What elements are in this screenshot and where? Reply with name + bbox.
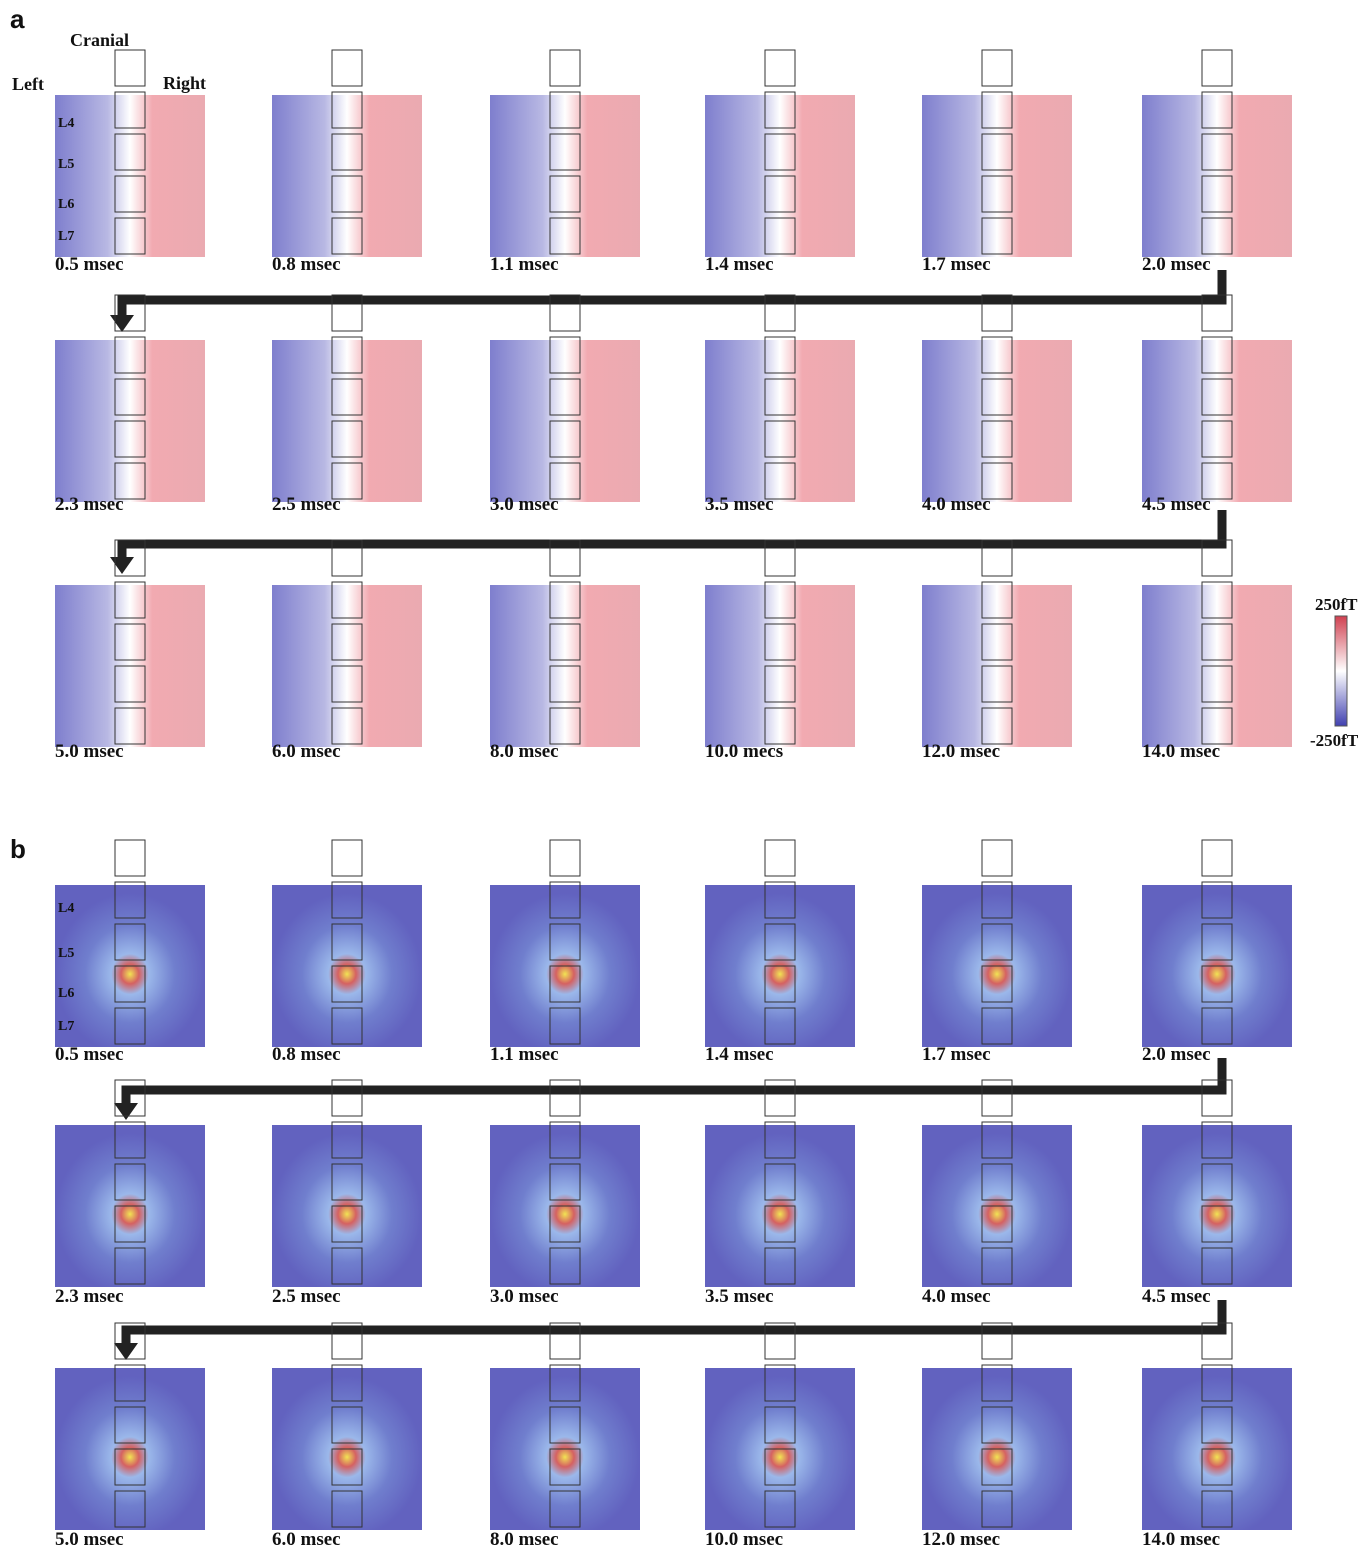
time-label: 1.7 msec [922, 1044, 991, 1065]
time-label: 8.0 msec [490, 741, 559, 762]
vertebra [332, 840, 362, 876]
vertebra [1202, 50, 1232, 86]
vertebra [332, 1080, 362, 1116]
time-label: 3.0 msec [490, 494, 559, 515]
time-label: 3.5 msec [705, 1286, 774, 1307]
orientation-right: Right [163, 73, 206, 93]
time-label: 1.1 msec [490, 1044, 559, 1065]
time-label: 6.0 msec [272, 741, 341, 762]
vertebra [982, 50, 1012, 86]
colorbar-max: 250fT [1315, 595, 1358, 614]
time-label: 3.0 msec [490, 1286, 559, 1307]
colorbar [1335, 616, 1347, 726]
panel-label: a [10, 4, 25, 34]
time-label: 4.0 msec [922, 1286, 991, 1307]
vertebra-label: L6 [58, 197, 74, 212]
time-label: 6.0 msec [272, 1529, 341, 1550]
time-label: 2.3 msec [55, 1286, 124, 1307]
panel-label: b [10, 834, 26, 864]
vertebra [982, 1080, 1012, 1116]
vertebra [765, 840, 795, 876]
vertebra [115, 50, 145, 86]
time-label: 14.0 msec [1142, 741, 1220, 762]
time-label: 1.1 msec [490, 254, 559, 275]
time-label: 0.8 msec [272, 1044, 341, 1065]
vertebra [332, 50, 362, 86]
time-label: 2.5 msec [272, 1286, 341, 1307]
time-label: 3.5 msec [705, 494, 774, 515]
time-label: 0.5 msec [55, 1044, 124, 1065]
time-label: 5.0 msec [55, 741, 124, 762]
vertebra-label: L5 [58, 946, 74, 961]
time-label: 10.0 mecs [705, 741, 783, 762]
time-label: 1.4 msec [705, 254, 774, 275]
time-label: 2.0 msec [1142, 254, 1211, 275]
time-label: 12.0 msec [922, 1529, 1000, 1550]
vertebra-label: L7 [58, 1019, 74, 1034]
time-label: 12.0 msec [922, 741, 1000, 762]
vertebra [765, 1080, 795, 1116]
vertebra [982, 840, 1012, 876]
vertebra-label: L4 [58, 901, 74, 916]
vertebra-label: L6 [58, 986, 74, 1001]
vertebra [1202, 840, 1232, 876]
time-label: 0.8 msec [272, 254, 341, 275]
vertebra [550, 1080, 580, 1116]
time-label: 4.5 msec [1142, 1286, 1211, 1307]
vertebra [550, 50, 580, 86]
time-label: 1.4 msec [705, 1044, 774, 1065]
orientation-top: Cranial [70, 30, 129, 50]
time-label: 2.3 msec [55, 494, 124, 515]
vertebra-label: L4 [58, 116, 74, 131]
time-label: 10.0 msec [705, 1529, 783, 1550]
vertebra [115, 840, 145, 876]
vertebra-label: L5 [58, 157, 74, 172]
time-label: 0.5 msec [55, 254, 124, 275]
vertebra-label: L7 [58, 229, 74, 244]
time-label: 5.0 msec [55, 1529, 124, 1550]
time-label: 2.0 msec [1142, 1044, 1211, 1065]
time-label: 4.0 msec [922, 494, 991, 515]
time-label: 14.0 msec [1142, 1529, 1220, 1550]
time-label: 2.5 msec [272, 494, 341, 515]
vertebra [1202, 1080, 1232, 1116]
figure: a 0.5 msec 0.8 msec 1.1 msec 1.4 msec 1.7 mse… [0, 0, 1370, 1559]
time-label: 1.7 msec [922, 254, 991, 275]
colorbar-min: -250fT [1310, 731, 1359, 750]
time-label: 4.5 msec [1142, 494, 1211, 515]
time-label: 8.0 msec [490, 1529, 559, 1550]
orientation-left: Left [12, 74, 44, 94]
vertebra [550, 840, 580, 876]
vertebra [765, 50, 795, 86]
